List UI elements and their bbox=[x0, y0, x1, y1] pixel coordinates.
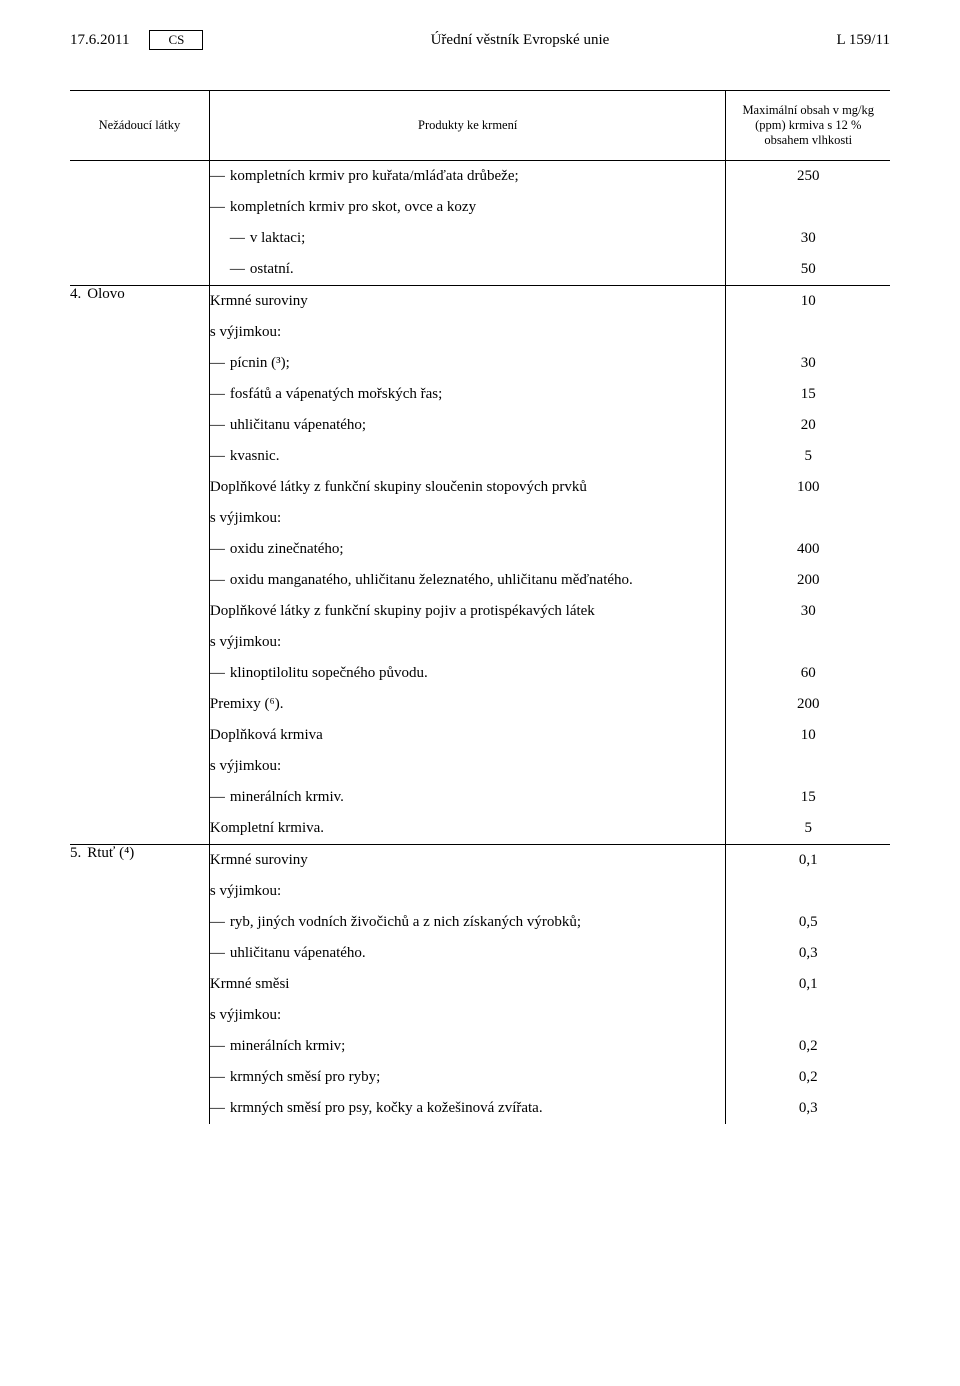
col-header-3: Maximální obsah v mg/kg (ppm) krmiva s 1… bbox=[726, 91, 890, 161]
row-value: 0,2 bbox=[799, 1069, 818, 1085]
row-text: ryb, jiných vodních živočichů a z nich z… bbox=[230, 914, 581, 930]
row-text: Krmné suroviny bbox=[210, 293, 308, 309]
row-text: Premixy (⁶). bbox=[210, 696, 284, 712]
table-header-row: Nežádoucí látky Produkty ke krmení Maxim… bbox=[70, 91, 890, 161]
row-text: klinoptilolitu sopečného původu. bbox=[230, 665, 428, 681]
row-value: 400 bbox=[797, 541, 820, 557]
row-value: 5 bbox=[804, 820, 812, 836]
section-name: Rtuť (⁴) bbox=[87, 845, 134, 862]
row-value: 10 bbox=[801, 727, 816, 743]
row-value: 200 bbox=[797, 572, 820, 588]
row-text: minerálních krmiv. bbox=[230, 789, 344, 805]
row-text: Krmné směsi bbox=[210, 976, 290, 992]
row-text: s výjimkou: bbox=[210, 758, 281, 774]
row-value: 5 bbox=[804, 448, 812, 464]
row-text: fosfátů a vápenatých mořských řas; bbox=[230, 386, 442, 402]
row-text: v laktaci; bbox=[250, 230, 305, 246]
col-header-1: Nežádoucí látky bbox=[70, 91, 209, 161]
row-text: Doplňkové látky z funkční skupiny pojiv … bbox=[210, 603, 595, 619]
section-num: 4. bbox=[70, 286, 81, 303]
page-header: 17.6.2011 CS Úřední věstník Evropské uni… bbox=[70, 30, 890, 50]
row-value: 0,5 bbox=[799, 914, 818, 930]
header-right: L 159/11 bbox=[837, 32, 890, 49]
row-text: s výjimkou: bbox=[210, 510, 281, 526]
row-text: oxidu zinečnatého; bbox=[230, 541, 344, 557]
row-value: 30 bbox=[801, 355, 816, 371]
row-value: 250 bbox=[797, 168, 820, 184]
row-text: Doplňkové látky z funkční skupiny slouče… bbox=[210, 479, 587, 495]
row-value: 100 bbox=[797, 479, 820, 495]
header-date: 17.6.2011 bbox=[70, 32, 129, 49]
row-value: 60 bbox=[801, 665, 816, 681]
row-value: 200 bbox=[797, 696, 820, 712]
row-value: 0,1 bbox=[799, 976, 818, 992]
header-left: 17.6.2011 CS bbox=[70, 30, 203, 50]
table-row: kompletních krmiv pro kuřata/mláďata drů… bbox=[70, 161, 890, 286]
row-value: 0,3 bbox=[799, 945, 818, 961]
row-text: kompletních krmiv pro kuřata/mláďata drů… bbox=[230, 168, 519, 184]
row-text: uhličitanu vápenatého. bbox=[230, 945, 366, 961]
row-value: 15 bbox=[801, 386, 816, 402]
header-center: Úřední věstník Evropské unie bbox=[431, 32, 610, 49]
row-text: pícnin (³); bbox=[230, 355, 290, 371]
row-text: oxidu manganatého, uhličitanu železnatéh… bbox=[230, 572, 633, 588]
row-value: 20 bbox=[801, 417, 816, 433]
row-text: uhličitanu vápenatého; bbox=[230, 417, 366, 433]
row-text: krmných směsí pro ryby; bbox=[230, 1069, 380, 1085]
section-label: 5. Rtuť (⁴) bbox=[70, 845, 209, 862]
row-text: krmných směsí pro psy, kočky a kožešinov… bbox=[230, 1100, 543, 1116]
section-num: 5. bbox=[70, 845, 81, 862]
row-value: 15 bbox=[801, 789, 816, 805]
header-lang: CS bbox=[149, 30, 203, 50]
row-text: minerálních krmiv; bbox=[230, 1038, 345, 1054]
main-table: Nežádoucí látky Produkty ke krmení Maxim… bbox=[70, 90, 890, 1124]
row-text: Krmné suroviny bbox=[210, 852, 308, 868]
row-text: s výjimkou: bbox=[210, 634, 281, 650]
row-value: 30 bbox=[801, 230, 816, 246]
row-value: 0,2 bbox=[799, 1038, 818, 1054]
row-value: 30 bbox=[801, 603, 816, 619]
row-text: ostatní. bbox=[250, 261, 294, 277]
row-value: 0,3 bbox=[799, 1100, 818, 1116]
section-label: 4. Olovo bbox=[70, 286, 209, 303]
section-name: Olovo bbox=[87, 286, 125, 303]
table-row: 4. Olovo Krmné suroviny s výjimkou: pícn… bbox=[70, 286, 890, 845]
row-value: 50 bbox=[801, 261, 816, 277]
row-text: Kompletní krmiva. bbox=[210, 820, 324, 836]
row-text: kompletních krmiv pro skot, ovce a kozy bbox=[230, 199, 476, 215]
row-text: s výjimkou: bbox=[210, 324, 281, 340]
row-text: Doplňková krmiva bbox=[210, 727, 323, 743]
row-value: 10 bbox=[801, 293, 816, 309]
row-text: s výjimkou: bbox=[210, 883, 281, 899]
col-header-2: Produkty ke krmení bbox=[209, 91, 726, 161]
row-text: kvasnic. bbox=[230, 448, 280, 464]
row-value: 0,1 bbox=[799, 852, 818, 868]
row-text: s výjimkou: bbox=[210, 1007, 281, 1023]
table-row: 5. Rtuť (⁴) Krmné suroviny s výjimkou: r… bbox=[70, 845, 890, 1125]
